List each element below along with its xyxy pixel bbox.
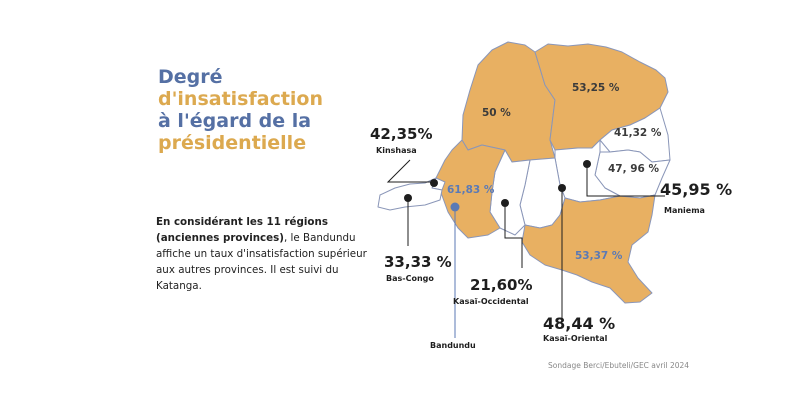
- title-line-4: présidentielle: [158, 132, 307, 154]
- region-bas-congo: [377, 177, 443, 211]
- description: En considérant les 11 régions (anciennes…: [156, 214, 378, 294]
- name-bas-congo: Bas-Congo: [386, 274, 434, 283]
- marker-kinshasa: [430, 179, 438, 187]
- region-bandundu: [435, 139, 506, 239]
- marker-maniema: [583, 160, 591, 168]
- value-kasai-occidental: 21,60%: [470, 276, 532, 294]
- value-maniema: 45,95 %: [660, 180, 732, 199]
- title-line-3: à l'égard de la: [158, 110, 312, 132]
- leader-kinshasa: [386, 159, 434, 183]
- marker-bas-congo: [404, 194, 412, 202]
- description-bold: En considérant les 11 régions (anciennes…: [156, 216, 328, 244]
- value-kasai-oriental: 48,44 %: [543, 314, 615, 333]
- value-bas-congo: 33,33 %: [384, 253, 452, 271]
- marker-kasai-oriental: [558, 184, 566, 192]
- title-line-1: Degré: [158, 66, 223, 88]
- value-sud-kivu: 47, 96 %: [608, 163, 660, 175]
- name-kasai-oriental: Kasaï-Oriental: [543, 334, 608, 343]
- description-text: , le Bandundu affiche un taux d'insatisf…: [156, 232, 367, 292]
- leader-kasai-occidental: [504, 203, 523, 268]
- value-nord-kivu: 41,32 %: [614, 127, 662, 139]
- value-katanga: 53,37 %: [575, 250, 623, 262]
- value-orientale: 53,25 %: [572, 82, 620, 94]
- value-equateur: 50 %: [482, 107, 511, 119]
- leader-maniema: [586, 164, 665, 197]
- value-kinshasa: 42,35%: [370, 125, 432, 143]
- region-katanga: [521, 194, 656, 304]
- map-title: Degré d'insatisfaction à l'égard de la p…: [158, 66, 323, 154]
- marker-bandundu: [450, 202, 460, 212]
- name-kinshasa: Kinshasa: [376, 146, 417, 155]
- value-bandundu: 61,83 %: [447, 184, 495, 196]
- name-maniema: Maniema: [664, 206, 705, 215]
- source-note: Sondage Berci/Ebuteli/GEC avril 2024: [548, 361, 690, 370]
- name-bandundu: Bandundu: [430, 341, 476, 350]
- name-kasai-occidental: Kasaï-Occidental: [453, 297, 529, 306]
- marker-kasai-occidental: [501, 199, 509, 207]
- title-line-2: d'insatisfaction: [158, 88, 324, 110]
